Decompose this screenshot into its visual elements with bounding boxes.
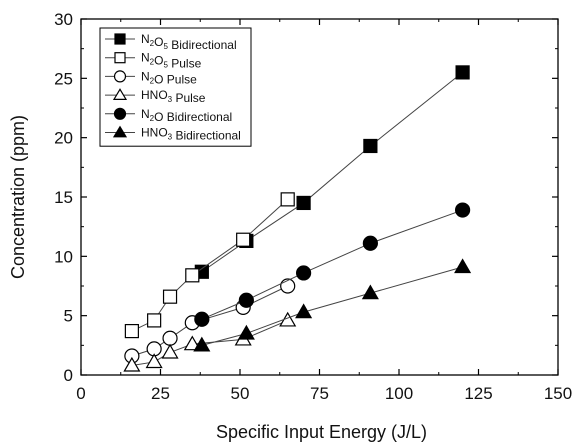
data-point [162,289,178,304]
x-tick-label: 50 [231,384,250,403]
legend-label: N2O5 Bidirectional [141,32,237,52]
data-point [296,265,312,281]
data-point [194,311,210,327]
x-axis-ticks: 0 25 50 75 100 125 150 [76,19,572,403]
x-tick-label: 0 [76,384,85,403]
data-point [123,356,141,372]
x-tick-label: 75 [310,384,329,403]
data-point [124,323,139,339]
x-axis-title: Specific Input Energy (J/L) [216,422,427,442]
y-tick-label: 20 [54,129,73,148]
series-4 [194,202,471,327]
data-point [147,313,162,328]
x-tick-label: 125 [464,384,492,403]
legend-item: HNO3 Bidirectional [105,126,241,143]
data-point [162,330,178,346]
y-tick-label: 10 [54,247,73,266]
y-axis-title: Concentration (ppm) [8,115,28,279]
data-point [280,192,295,207]
legend-box [99,27,252,147]
y-axis-ticks: 0 5 10 15 20 25 30 [54,10,558,385]
legend-marker [113,70,127,83]
data-point [362,235,378,251]
data-point [238,292,254,308]
y-tick-label: 25 [54,69,73,88]
data-point [295,303,313,319]
data-point [279,311,297,327]
legend-item: N2O5 Bidirectional [105,32,237,52]
legend-label: N2O Pulse [141,69,197,86]
series-3 [123,311,297,372]
series-layer [123,65,472,372]
data-point [455,65,470,80]
legend-marker [112,88,128,100]
data-point [193,336,211,352]
y-tick-label: 0 [64,366,73,385]
x-tick-label: 25 [151,384,170,403]
data-point [145,353,163,369]
data-point [236,232,251,247]
legend-label: N2O Bidirectional [141,107,232,124]
data-point [455,202,471,218]
legend-label: HNO3 Bidirectional [141,126,241,143]
data-point [296,195,311,211]
y-tick-label: 5 [64,307,73,326]
y-tick-label: 15 [54,188,73,207]
data-point [161,343,179,359]
legend-marker [113,107,127,120]
x-tick-label: 100 [385,384,413,403]
legend-item: N2O Pulse [105,69,197,86]
data-point [280,278,296,294]
legend-marker [114,52,126,64]
data-point [183,335,201,351]
legend-label: HNO3 Pulse [141,88,206,105]
y-tick-label: 30 [54,10,73,29]
data-point [363,138,378,154]
series-line [131,199,289,332]
series-5 [193,258,472,352]
data-point [185,268,200,283]
series-1 [124,192,295,339]
data-point [361,284,379,300]
legend-label: N2O5 Pulse [141,51,202,71]
x-tick-label: 150 [544,384,572,403]
legend-item: N2O Bidirectional [105,107,232,124]
legend-item: HNO3 Pulse [105,88,206,105]
legend-marker [114,33,126,45]
data-point [237,324,255,340]
legend-marker [112,125,128,138]
legend-item: N2O5 Pulse [105,51,202,71]
data-point [454,258,472,274]
